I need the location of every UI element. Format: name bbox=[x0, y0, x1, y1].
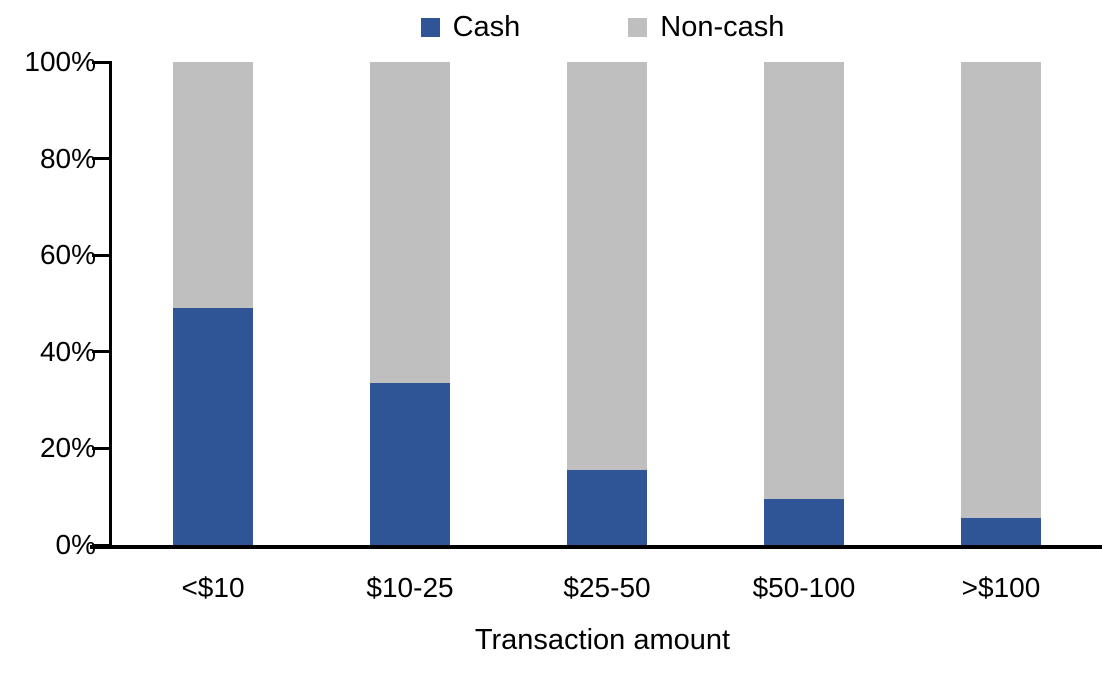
x-category-label: >$100 bbox=[961, 572, 1041, 603]
y-tick-label: 40% bbox=[39, 335, 96, 367]
y-tick-label: 0% bbox=[55, 529, 96, 560]
y-tick-label: 20% bbox=[39, 432, 96, 464]
y-axis-tick-mark bbox=[92, 446, 109, 450]
bar-segment-non-cash bbox=[173, 62, 253, 309]
legend-item-non-cash: Non-cash bbox=[628, 12, 784, 42]
y-axis-line bbox=[109, 61, 112, 549]
bar-segment-non-cash bbox=[567, 62, 647, 471]
y-axis-tick-mark bbox=[92, 60, 109, 64]
cash-legend-swatch-icon bbox=[420, 17, 440, 37]
non-cash-legend-swatch-icon bbox=[628, 17, 648, 37]
bar-segment-cash bbox=[370, 383, 450, 545]
x-category-label: $50-100 bbox=[752, 572, 856, 603]
legend: Cash Non-cash bbox=[110, 12, 1095, 42]
y-axis-tick-mark bbox=[92, 157, 109, 161]
bar-segment-cash bbox=[961, 518, 1041, 545]
legend-item-cash: Cash bbox=[420, 11, 521, 43]
y-tick-label: 60% bbox=[39, 239, 96, 271]
x-axis-title: Transaction amount bbox=[474, 624, 731, 656]
x-axis-line bbox=[90, 545, 1102, 549]
x-category-label: $25-50 bbox=[563, 572, 651, 603]
bar-segment-non-cash bbox=[370, 62, 450, 384]
x-category-label: $10-25 bbox=[366, 572, 454, 603]
non-cash-legend-label: Non-cash bbox=[660, 11, 785, 43]
bar-segment-non-cash bbox=[764, 62, 844, 500]
bar-segment-cash bbox=[764, 499, 844, 545]
y-axis-tick-mark bbox=[92, 253, 109, 257]
y-tick-label: 100% bbox=[24, 46, 96, 77]
y-axis-tick-mark bbox=[92, 350, 109, 354]
x-category-label: <$10 bbox=[181, 572, 245, 603]
bar-segment-cash bbox=[567, 470, 647, 545]
cash-legend-label: Cash bbox=[452, 11, 521, 43]
y-tick-label: 80% bbox=[39, 142, 96, 174]
bar-segment-cash bbox=[173, 308, 253, 545]
bar-segment-non-cash bbox=[961, 62, 1041, 519]
